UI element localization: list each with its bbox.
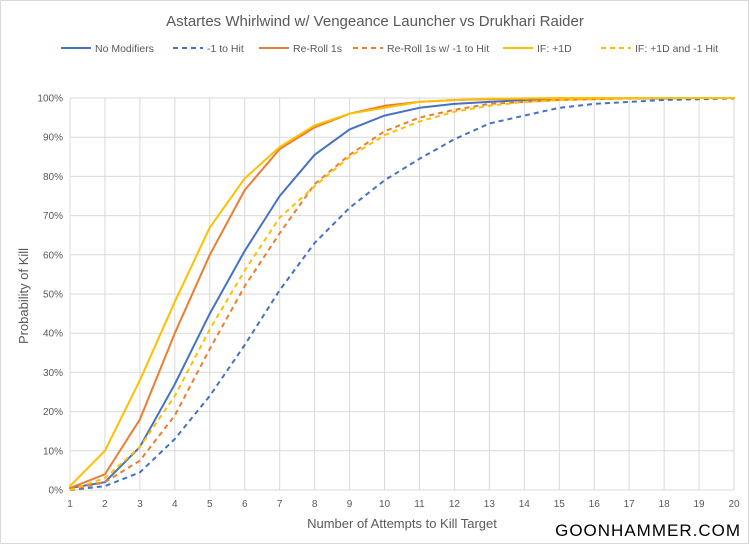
x-tick-label: 12 xyxy=(449,499,461,510)
x-tick-label: 5 xyxy=(207,499,213,510)
chart-title: Astartes Whirlwind w/ Vengeance Launcher… xyxy=(166,13,584,30)
y-tick-label: 70% xyxy=(43,211,63,222)
watermark: GOONHAMMER.COM xyxy=(555,521,741,540)
legend: No Modifiers -1 to Hit Re-Roll 1s Re-Roll 1… xyxy=(61,43,718,55)
grid xyxy=(69,97,735,491)
x-tick-label: 9 xyxy=(347,499,353,510)
x-tick-label: 3 xyxy=(137,499,143,510)
legend-label: IF: +1D and -1 Hit xyxy=(635,43,718,55)
x-tick-label: 19 xyxy=(693,499,705,510)
y-tick-label: 80% xyxy=(43,172,63,183)
series-line-1 xyxy=(69,97,735,489)
y-tick-label: 60% xyxy=(43,250,63,261)
x-tick-label: 7 xyxy=(277,499,283,510)
x-tick-label: 13 xyxy=(484,499,496,510)
x-tick-label: 6 xyxy=(242,499,248,510)
x-tick-label: 4 xyxy=(172,499,178,510)
legend-label: No Modifiers xyxy=(95,43,154,55)
legend-label: -1 to Hit xyxy=(207,43,244,55)
x-tick-label: 16 xyxy=(589,499,601,510)
x-tick-label: 15 xyxy=(554,499,566,510)
x-tick-label: 17 xyxy=(624,499,636,510)
y-tick-label: 90% xyxy=(43,133,63,144)
x-tick-label: 18 xyxy=(659,499,671,510)
series-line-5 xyxy=(69,97,735,488)
y-axis-title: Probability of Kill xyxy=(16,248,31,344)
y-tick-label: 0% xyxy=(49,486,64,497)
series-line-3 xyxy=(69,97,735,489)
legend-label: Re-Roll 1s w/ -1 to Hit xyxy=(387,43,489,55)
x-tick-label: 2 xyxy=(102,499,108,510)
y-tick-label: 40% xyxy=(43,329,63,340)
y-tick-label: 50% xyxy=(43,290,63,301)
series-lines xyxy=(69,97,735,491)
x-tick-label: 14 xyxy=(519,499,531,510)
legend-label: Re-Roll 1s xyxy=(293,43,342,55)
x-tick-labels: 1 2 3 4 5 6 7 8 9 10 11 12 13 14 15 16 17 18 19 20 xyxy=(67,499,740,510)
y-tick-label: 30% xyxy=(43,368,63,379)
y-tick-label: 10% xyxy=(43,446,63,457)
legend-label: IF: +1D xyxy=(537,43,572,55)
series-line-2 xyxy=(69,97,735,491)
x-tick-label: 10 xyxy=(379,499,391,510)
y-tick-labels: 0% 10% 20% 30% 40% 50% 60% 70% 80% 90% 100% xyxy=(37,94,63,497)
x-axis-title: Number of Attempts to Kill Target xyxy=(307,516,497,531)
x-tick-label: 8 xyxy=(312,499,318,510)
y-tick-label: 20% xyxy=(43,407,63,418)
x-tick-label: 20 xyxy=(728,499,740,510)
series-line-6 xyxy=(69,97,734,491)
y-tick-label: 100% xyxy=(37,94,63,105)
x-tick-label: 11 xyxy=(414,499,425,510)
series-line-4 xyxy=(69,97,734,491)
x-tick-label: 1 xyxy=(67,499,73,510)
